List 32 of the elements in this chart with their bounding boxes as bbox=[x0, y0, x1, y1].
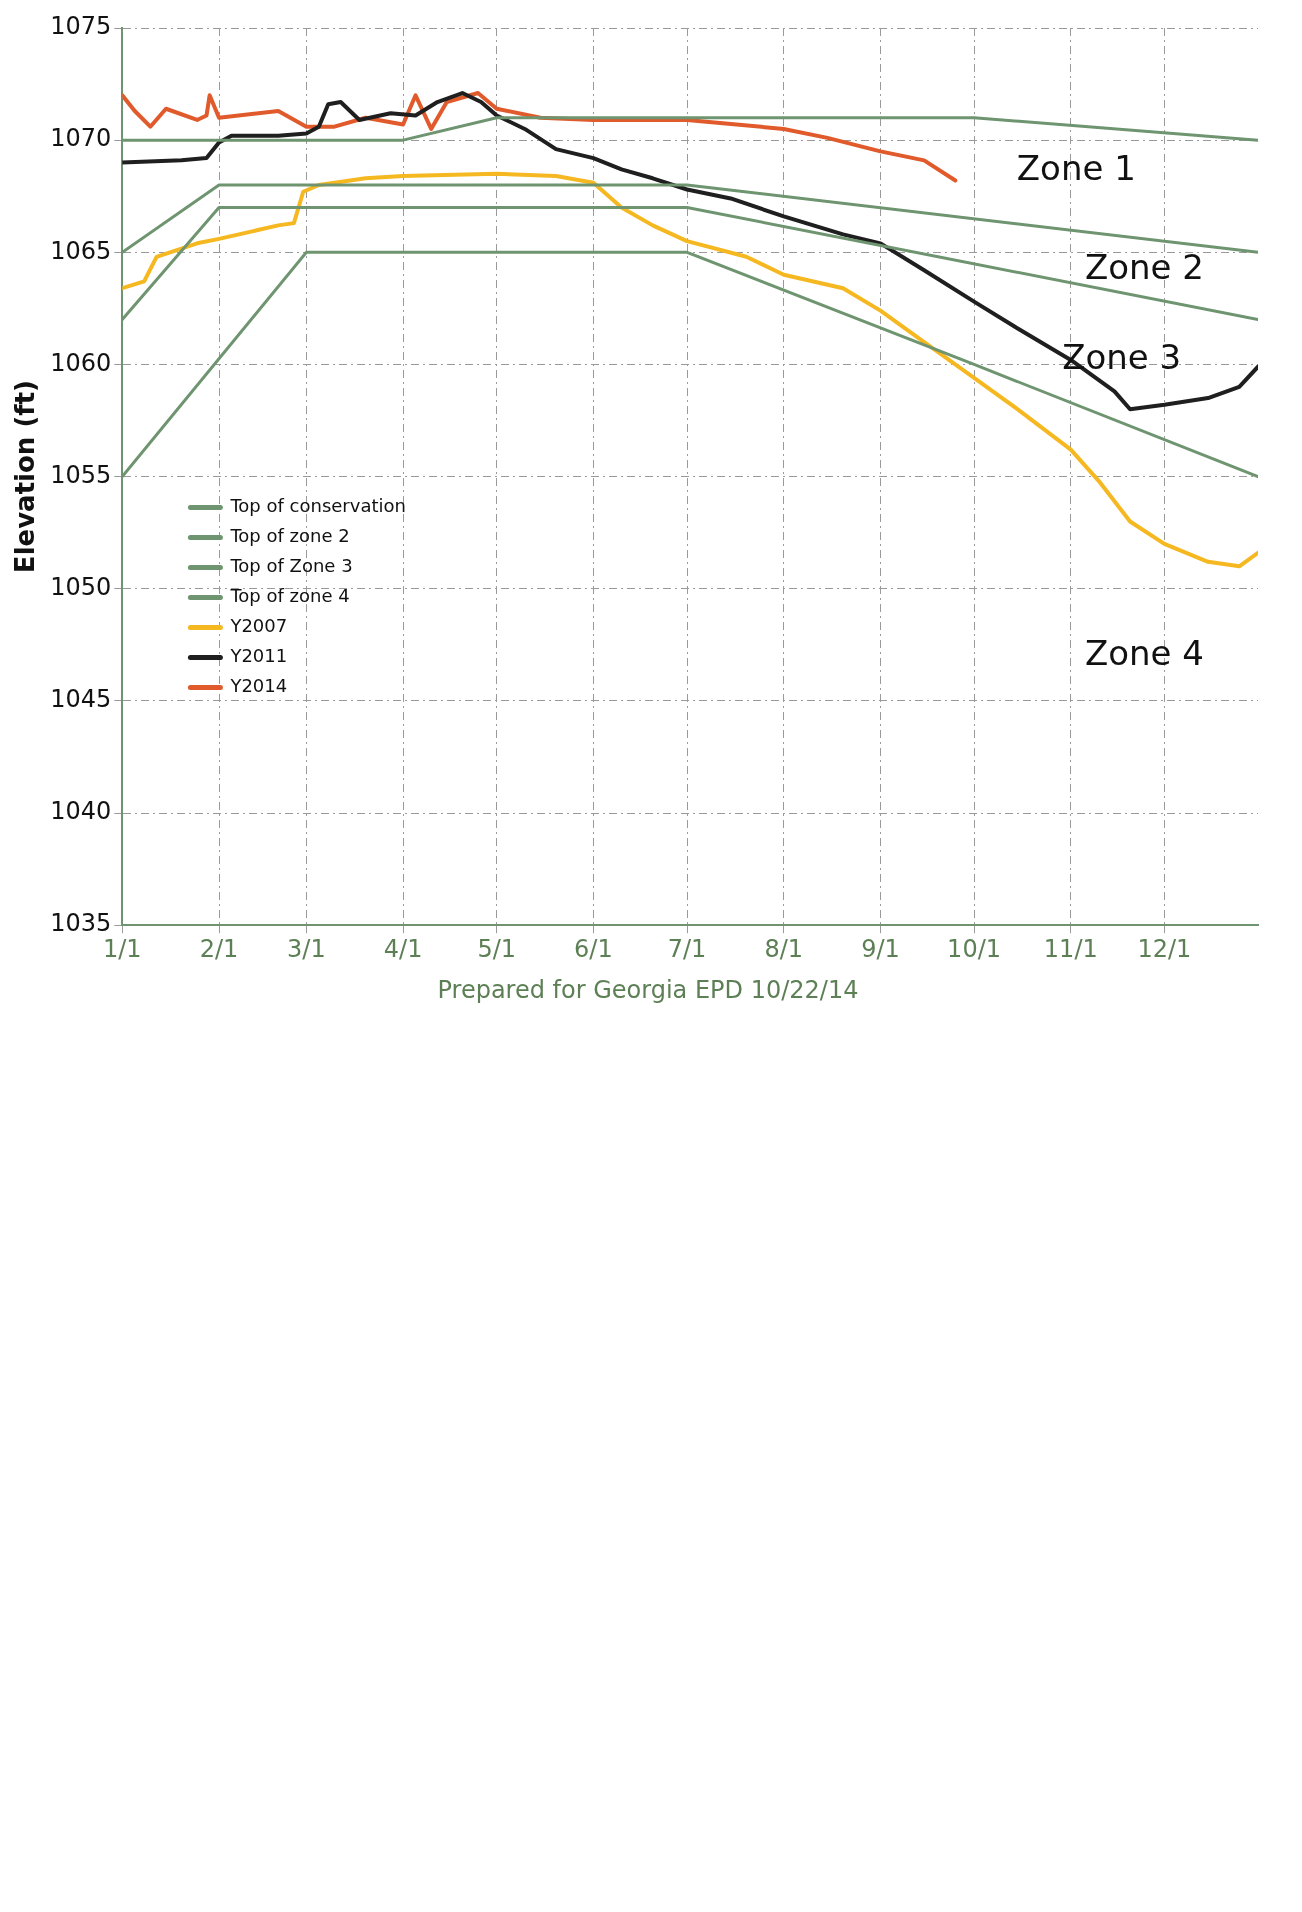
y-tick-label: 1070 bbox=[50, 124, 112, 153]
y-tick-label: 1065 bbox=[50, 236, 112, 265]
x-tick-label: 9/1 bbox=[861, 934, 900, 963]
legend-label: Top of Zone 3 bbox=[229, 555, 353, 577]
x-tick-label: 7/1 bbox=[667, 934, 707, 963]
annotation: Zone 3 bbox=[1062, 336, 1182, 377]
annotation: Zone 4 bbox=[1084, 632, 1204, 673]
legend-label: Y2014 bbox=[229, 675, 288, 697]
x-tick-label: 5/1 bbox=[477, 934, 516, 963]
y-tick-label: 1060 bbox=[50, 348, 112, 377]
x-tick-label: 8/1 bbox=[764, 934, 804, 963]
x-tick-label: 12/1 bbox=[1137, 934, 1192, 963]
x-tick-label: 10/1 bbox=[947, 934, 1002, 963]
legend-label: Y2007 bbox=[229, 615, 288, 637]
y-tick-label: 1045 bbox=[50, 685, 112, 714]
x-tick-label: 11/1 bbox=[1043, 934, 1098, 963]
x-tick-label: 3/1 bbox=[287, 934, 326, 963]
y-tick-label: 1040 bbox=[50, 797, 112, 826]
y-tick-label: 1050 bbox=[50, 572, 112, 601]
legend-label: Y2011 bbox=[229, 645, 288, 667]
legend-label: Top of conservation bbox=[229, 495, 406, 517]
legend-label: Top of zone 4 bbox=[229, 585, 350, 607]
y-tick-label: 1055 bbox=[50, 460, 112, 489]
x-tick-label: 2/1 bbox=[199, 934, 239, 963]
y-tick-label: 1075 bbox=[50, 12, 112, 41]
x-tick-label: 6/1 bbox=[574, 934, 613, 963]
text: Prepared for Georgia EPD 10/22/14 bbox=[436, 976, 860, 1004]
legend-label: Top of zone 2 bbox=[229, 525, 350, 547]
annotation: Zone 1 bbox=[1016, 148, 1136, 189]
y-axis-title: Elevation (ft) bbox=[10, 380, 41, 574]
x-tick-label: 4/1 bbox=[383, 934, 423, 963]
annotation: Zone 2 bbox=[1084, 247, 1204, 288]
